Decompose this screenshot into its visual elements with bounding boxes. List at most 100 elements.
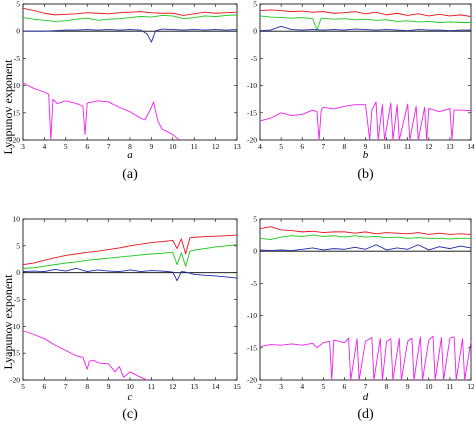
x-tick-label: 5 xyxy=(279,142,283,151)
x-tick-label: 10 xyxy=(425,382,433,391)
x-tick-label: 10 xyxy=(126,382,134,391)
x-tick-label: 9 xyxy=(150,142,154,151)
y-tick-label: -5 xyxy=(14,295,20,304)
x-tick-label: 12 xyxy=(425,142,433,151)
series-line-1 xyxy=(259,9,472,17)
y-tick-label: -20 xyxy=(247,376,257,385)
panel-caption: (b) xyxy=(357,167,374,182)
x-tick-label: 14 xyxy=(212,382,220,391)
y-axis-label-top: Lyapunov exponent xyxy=(1,59,15,155)
x-tick-label: 3 xyxy=(21,142,25,151)
series-line-3 xyxy=(259,244,472,252)
x-tick-label: 10 xyxy=(169,142,177,151)
series-line-4 xyxy=(22,330,148,381)
x-tick-label: 8 xyxy=(343,142,347,151)
x-tick-label: 7 xyxy=(107,142,111,151)
y-tick-label: -15 xyxy=(247,343,257,352)
panel-caption: (d) xyxy=(357,407,374,422)
y-tick-label: 5 xyxy=(16,241,20,250)
y-tick-label: -20 xyxy=(247,136,257,145)
panel-caption: (c) xyxy=(122,407,138,422)
series-line-2 xyxy=(259,15,471,31)
panel-c: 5 6 7 8 9 10 11 12 13 14 15 10 5 0 -5 -10 -15 -20 c (c) xyxy=(10,215,241,423)
x-tick-label: 7 xyxy=(64,382,68,391)
x-tick-label: 9 xyxy=(406,382,410,391)
x-tick-label: 8 xyxy=(128,142,132,151)
x-tick-label: 12 xyxy=(212,142,220,151)
plot-frame xyxy=(22,218,238,381)
x-tick-label: 6 xyxy=(43,382,47,391)
y-tick-label: 5 xyxy=(253,215,257,224)
x-tick-label: 15 xyxy=(233,382,241,391)
y-tick-label: 0 xyxy=(16,27,20,36)
x-tick-label: 11 xyxy=(148,382,155,391)
x-tick-label: 13 xyxy=(446,142,454,151)
series-line-2 xyxy=(259,234,471,241)
y-tick-label: -5 xyxy=(251,279,257,288)
y-tick-label: 0 xyxy=(253,27,257,36)
y-axis-label-bottom: Lyapunov exponent xyxy=(1,274,15,370)
y-tick-label: -20 xyxy=(10,376,20,385)
x-tick-label: 4 xyxy=(300,382,304,391)
series-line-4 xyxy=(259,335,472,381)
x-tick-label: 10 xyxy=(383,142,391,151)
series-line-1 xyxy=(22,234,238,266)
series-line-3 xyxy=(23,28,238,43)
y-tick-label: 0 xyxy=(253,247,257,256)
series-line-2 xyxy=(22,244,238,269)
panel-b: 4 5 6 7 8 9 10 11 12 13 14 5 0 -5 -10 -15 -20 b (b) xyxy=(247,0,474,182)
series-line-1 xyxy=(22,7,238,16)
x-tick-label: 12 xyxy=(169,382,177,391)
plot-frame xyxy=(259,3,472,141)
x-tick-label: 8 xyxy=(85,382,89,391)
y-tick-label: 5 xyxy=(16,0,20,9)
y-tick-label: -5 xyxy=(251,54,257,63)
x-tick-label: 13 xyxy=(190,382,198,391)
y-tick-label: -15 xyxy=(10,349,20,358)
y-tick-label: 0 xyxy=(16,268,20,277)
panel-caption: (a) xyxy=(122,167,138,182)
y-tick-label: -10 xyxy=(247,311,257,320)
x-tick-label: 12 xyxy=(467,382,474,391)
x-tick-label: 6 xyxy=(300,142,304,151)
x-tick-label: 11 xyxy=(191,142,198,151)
y-tick-label: -20 xyxy=(10,136,20,145)
series-line-4 xyxy=(22,82,180,141)
y-tick-label: -15 xyxy=(247,108,257,117)
panel-d: 2 3 4 5 6 7 8 9 10 11 12 5 0 -5 -10 -15 -20 d (d) xyxy=(247,215,474,423)
y-tick-label: 10 xyxy=(13,215,21,224)
x-tick-label: 8 xyxy=(385,382,389,391)
x-tick-label: 5 xyxy=(64,142,68,151)
y-tick-label: -15 xyxy=(10,108,20,117)
series-line-3 xyxy=(259,25,471,32)
y-tick-label: 5 xyxy=(253,0,257,9)
x-tick-label: 9 xyxy=(107,382,111,391)
x-tick-label: 2 xyxy=(258,382,262,391)
panel-a: 3 4 5 6 7 8 9 10 11 12 13 5 0 -5 -10 -15 -20 a (a) xyxy=(10,0,241,182)
x-tick-label: 13 xyxy=(233,142,241,151)
x-tick-label: 9 xyxy=(364,142,368,151)
x-tick-label: 6 xyxy=(85,142,89,151)
plot-frame xyxy=(22,3,238,141)
x-tick-label: 6 xyxy=(343,382,347,391)
x-tick-label: 14 xyxy=(467,142,474,151)
x-axis-label: a xyxy=(127,149,133,161)
x-tick-label: 7 xyxy=(321,142,325,151)
x-tick-label: 5 xyxy=(321,382,325,391)
x-tick-label: 4 xyxy=(43,142,47,151)
y-tick-label: -10 xyxy=(10,322,20,331)
x-tick-label: 4 xyxy=(258,142,262,151)
y-tick-label: -10 xyxy=(247,81,257,90)
x-tick-label: 11 xyxy=(446,382,453,391)
series-line-1 xyxy=(259,226,472,235)
plot-frame xyxy=(259,218,472,381)
y-tick-label: -5 xyxy=(14,54,20,63)
x-tick-label: 7 xyxy=(364,382,368,391)
x-tick-label: 3 xyxy=(279,382,283,391)
x-axis-label: c xyxy=(128,391,133,403)
series-line-4 xyxy=(259,101,472,141)
x-tick-label: 11 xyxy=(404,142,411,151)
x-tick-label: 5 xyxy=(21,382,25,391)
series-line-2 xyxy=(22,14,238,22)
